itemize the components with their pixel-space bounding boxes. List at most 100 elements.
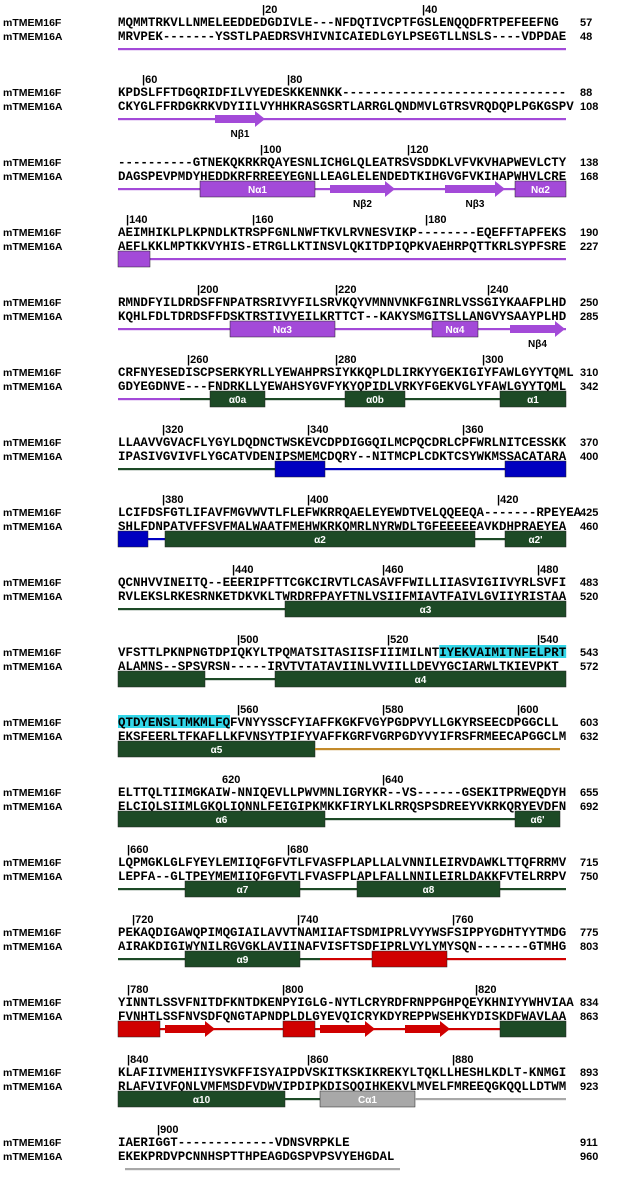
sequence-name: mTMEM16A <box>3 941 63 953</box>
sequence: FVNHTLSSFNVSDFQNGTAPNDPLDLGYEVQICRYKDYRE… <box>118 1010 567 1024</box>
ruler-label: |60 <box>142 74 157 86</box>
helix <box>117 250 151 268</box>
structure-line <box>325 818 515 821</box>
strand <box>320 1021 375 1037</box>
structure-line <box>415 1098 566 1101</box>
sequence-name: mTMEM16F <box>3 507 62 519</box>
strand <box>445 181 505 197</box>
end-position: 460 <box>580 521 598 533</box>
alignment-block: |500 |520 |540 mTMEM16F VFSTTLPKNPNGTDPIQKYL… <box>3 634 598 688</box>
ruler-label: |180 <box>425 214 446 226</box>
helix <box>282 1020 316 1038</box>
sequence: AIRAKDIGIWYNILRGVGKLAVIINAFVISFTSDFIPRLV… <box>118 940 566 954</box>
ruler-label: |120 <box>407 144 428 156</box>
structure-line <box>205 678 275 681</box>
structure-label: α3 <box>420 605 432 616</box>
sequence-name: mTMEM16F <box>3 1137 62 1149</box>
sequence-name: mTMEM16F <box>3 787 62 799</box>
sequence: ----------GTNEKQKRKRQAYESNLICHGLQLEATRSV… <box>118 156 567 170</box>
sequence: LLAAVVGVACFLYGYLDQDNCTWSKEVCDPDIGGQILMCP… <box>118 436 567 450</box>
structure-label: α9 <box>237 955 249 966</box>
end-position: 190 <box>580 227 598 239</box>
structure-label: Nβ4 <box>528 339 547 350</box>
sequence: YINNTLSSVFNITDFKNTDKENPYIGLG-NYTLCRYRDFR… <box>118 996 574 1010</box>
ruler-label: |460 <box>382 564 403 576</box>
helix <box>431 320 479 338</box>
sequence-name: mTMEM16A <box>3 241 63 253</box>
sequence: MQMMTRKVLLNMELEEDDEDGDIVLE---NFDQTIVCPTF… <box>118 16 559 30</box>
alignment-block: |660 |680 mTMEM16F LQPMGKLGLFYEYLEMIIQFGFVT… <box>3 844 598 898</box>
ruler-label: |500 <box>237 634 258 646</box>
ruler-label: |20 <box>262 4 277 16</box>
sequence: IPASIVGVIVFLYGCATVDENIPSMEMCDQRY--NITMCP… <box>118 450 567 464</box>
structure-line <box>118 608 285 611</box>
sequence-name: mTMEM16F <box>3 647 62 659</box>
structure-line <box>118 258 566 261</box>
strand <box>405 1021 450 1037</box>
strand <box>330 181 395 197</box>
sequence-name: mTMEM16A <box>3 801 63 813</box>
alignment-block: |840 |860 |880 mTMEM16F KLAFIIVMEHIIYSVKFFIS… <box>3 1054 598 1108</box>
ruler-label: |800 <box>282 984 303 996</box>
highlight <box>118 715 231 728</box>
end-position: 692 <box>580 801 598 813</box>
helix <box>117 670 206 688</box>
structure-line <box>118 48 566 51</box>
sequence-name: mTMEM16A <box>3 591 63 603</box>
end-position: 48 <box>580 31 592 43</box>
highlight <box>439 645 567 658</box>
structure-label: Nα3 <box>273 325 292 336</box>
structure-line <box>118 328 566 331</box>
end-position: 655 <box>580 787 598 799</box>
alignment-block: |260 |280 |300 mTMEM16F CRFNYESEDISCPSERKYRL… <box>3 354 598 408</box>
helix <box>274 460 326 478</box>
sequence-name: mTMEM16A <box>3 661 63 673</box>
ruler-label: |680 <box>287 844 308 856</box>
ruler-label: |140 <box>126 214 147 226</box>
ruler-label: |160 <box>252 214 273 226</box>
sequence: SHLFDNPATVFFSVFMALWAATFMEHWKRKQMRLNYRWDL… <box>118 520 567 534</box>
strand <box>510 321 565 337</box>
structure-line <box>118 888 566 891</box>
ruler-label: |580 <box>382 704 403 716</box>
end-position: 715 <box>580 857 598 869</box>
ruler-label: |900 <box>157 1124 178 1136</box>
ruler-label: |840 <box>127 1054 148 1066</box>
ruler-label: |720 <box>132 914 153 926</box>
end-position: 310 <box>580 367 598 379</box>
ruler-label: |80 <box>287 74 302 86</box>
sequence: EKSFEERLTFKAFLLKFVNSYTPIFYVAFFKGRFVGRPGD… <box>118 730 566 744</box>
ruler-label: |660 <box>127 844 148 856</box>
structure-line <box>125 1168 400 1171</box>
helix <box>117 1020 161 1038</box>
end-position: 138 <box>580 157 598 169</box>
strand <box>215 111 265 127</box>
structure-line <box>118 398 180 401</box>
ruler-label: 620 <box>222 774 240 786</box>
sequence: CRFNYESEDISCPSERKYRLLYEWAHPRSIYKKQPLDLIR… <box>118 366 574 380</box>
end-position: 603 <box>580 717 598 729</box>
end-position: 632 <box>580 731 598 743</box>
structure-label: α8 <box>423 885 435 896</box>
helix <box>504 460 567 478</box>
end-position: 750 <box>580 871 598 883</box>
strand <box>165 1021 215 1037</box>
structure-label: α5 <box>211 745 223 756</box>
structure-label: Cα1 <box>358 1095 377 1106</box>
structure-label: α2 <box>314 535 326 546</box>
structure-label: α10 <box>193 1095 211 1106</box>
helix <box>184 950 301 968</box>
end-position: 923 <box>580 1081 598 1093</box>
ruler-label: |880 <box>452 1054 473 1066</box>
alignment-block: |320 |340 |360 mTMEM16F LLAAVVGVACFLYGYLDQDN… <box>3 424 598 478</box>
end-position: 775 <box>580 927 598 939</box>
structure-line <box>148 538 165 541</box>
helix <box>117 530 149 548</box>
sequence: LEPFA--GLTPEYMEMIIQFGFVTLFVASFPLAPLFALLN… <box>118 870 567 884</box>
alignment-block: |60 |80 mTMEM16F KPDSLFFTDGQRIDFILVYEDESKKE… <box>3 74 598 140</box>
end-position: 370 <box>580 437 598 449</box>
end-position: 57 <box>580 17 592 29</box>
helix <box>504 530 567 548</box>
ruler-label: |380 <box>162 494 183 506</box>
sequence: RLAFVIVFQNLVMFMSDFVDWVIPDIPKDISQQIHKEKVL… <box>118 1080 566 1094</box>
